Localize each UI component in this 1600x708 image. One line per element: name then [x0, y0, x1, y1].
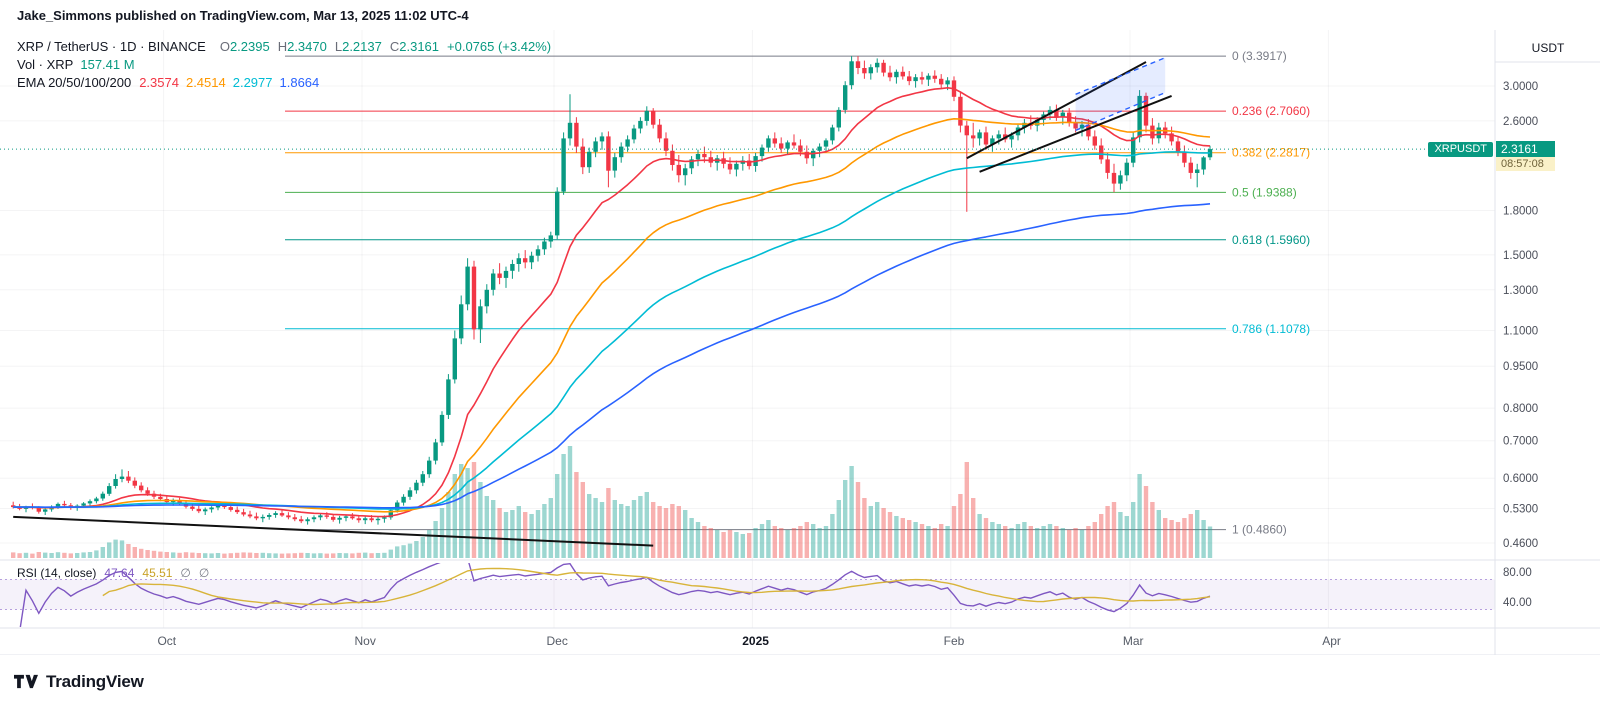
descending-trendline[interactable] — [13, 515, 654, 547]
volume-series[interactable] — [11, 446, 1213, 558]
price-tick: 0.4600 — [1503, 538, 1538, 550]
open-value: 2.2395 — [229, 39, 270, 54]
high-value: 2.3470 — [287, 39, 327, 54]
close-value: 2.3161 — [399, 39, 440, 54]
ema20-value: 2.3574 — [139, 75, 179, 90]
footer: TradingView — [0, 655, 1600, 708]
price-tick: 0.8000 — [1503, 403, 1538, 415]
price-tick: 3.0000 — [1503, 81, 1538, 93]
high-label: H — [277, 39, 288, 54]
last-price-badge: 2.3161 — [1496, 141, 1555, 157]
ema100-line[interactable] — [13, 151, 1210, 510]
price-tick: 0.6000 — [1503, 473, 1538, 485]
footer-brand: TradingView — [46, 671, 144, 691]
change-value: +0.0765 (+3.42%) — [447, 39, 552, 54]
time-axis-label: 2025 — [742, 634, 769, 648]
parallel-channel-line[interactable] — [1075, 57, 1166, 95]
ema100-value: 2.2977 — [232, 75, 273, 90]
rsi-label[interactable]: RSI (14, close) — [17, 566, 97, 580]
price-tick: 1.8000 — [1503, 206, 1538, 218]
close-label: C — [389, 39, 400, 54]
symbol-title[interactable]: XRP / TetherUS · 1D · BINANCE — [17, 39, 206, 54]
time-axis-label: Feb — [944, 634, 965, 648]
ohlc-row: XRP / TetherUS · 1D · BINANCE O2.2395 H2.3… — [17, 38, 551, 56]
volume-label[interactable]: Vol · XRP — [17, 57, 74, 72]
rsi-value: 47.64 — [104, 566, 135, 580]
price-tick: 0.5300 — [1503, 504, 1538, 516]
fib-label-0.236: 0.236 (2.7060) — [1232, 104, 1310, 118]
low-value: 2.2137 — [342, 39, 382, 54]
fib-label-1: 1 (0.4860) — [1232, 523, 1287, 537]
tradingview-logo-icon — [14, 674, 38, 689]
price-tick: 0.9500 — [1503, 361, 1538, 373]
fib-label-0.5: 0.5 (1.9388) — [1232, 185, 1297, 199]
last-price-symbol-tag: XRPUSDT — [1428, 142, 1493, 157]
rising-line-lower[interactable] — [979, 94, 1172, 173]
price-tick: 1.5000 — [1503, 250, 1538, 262]
time-axis-label: Apr — [1322, 634, 1341, 648]
low-label: L — [334, 39, 343, 54]
time-axis-label: Dec — [547, 634, 568, 648]
price-tick: 1.3000 — [1503, 285, 1538, 297]
fib-label-0.618: 0.618 (1.5960) — [1232, 233, 1310, 247]
rsi-tick: 40.00 — [1503, 597, 1532, 609]
bar-countdown-badge: 08:57:08 — [1496, 157, 1555, 171]
rsi-legend: RSI (14, close) 47.64 45.51 ∅ ∅ — [17, 566, 209, 580]
time-axis[interactable]: Oct Nov Dec 2025 Feb Mar Apr — [157, 634, 1340, 648]
rsi-ma-value: 45.51 — [142, 566, 173, 580]
ema50-line[interactable] — [13, 118, 1211, 513]
time-axis-label: Oct — [157, 634, 176, 648]
price-tick: 2.6000 — [1503, 116, 1538, 128]
time-axis-label: Nov — [355, 634, 376, 648]
publish-text: Jake_Simmons published on TradingView.co… — [17, 8, 469, 23]
ema200-value: 1.8664 — [279, 75, 320, 90]
ema-row: EMA 20/50/100/200 2.3574 2.4514 2.2977 1.866… — [17, 74, 551, 92]
price-axis-currency[interactable]: USDT — [1531, 41, 1565, 55]
price-tick: 1.1000 — [1503, 326, 1538, 338]
open-label: O — [219, 39, 230, 54]
parallel-channel-line[interactable] — [1075, 91, 1166, 132]
time-axis-label: Mar — [1123, 634, 1144, 648]
rsi-empty-1: ∅ — [180, 566, 191, 580]
rising-line-upper[interactable] — [966, 61, 1147, 160]
rsi-band — [0, 579, 1495, 610]
fib-label-0: 0 (3.3917) — [1232, 49, 1287, 63]
candlestick-series[interactable] — [11, 56, 1213, 525]
rsi-empty-2: ∅ — [198, 566, 210, 580]
ema-label[interactable]: EMA 20/50/100/200 — [17, 75, 132, 90]
ema50-value: 2.4514 — [185, 75, 226, 90]
price-axis[interactable]: 3.0000 2.6000 1.8000 1.5000 1.3000 1.1000 0.95… — [1503, 81, 1538, 609]
publish-header: Jake_Simmons published on TradingView.co… — [0, 0, 1600, 30]
fib-label-0.382: 0.382 (2.2817) — [1232, 146, 1310, 160]
chart-legend: XRP / TetherUS · 1D · BINANCE O2.2395 H2.3… — [17, 38, 551, 92]
volume-row: Vol · XRP 157.41 M — [17, 56, 551, 74]
price-tick: 0.7000 — [1503, 436, 1538, 448]
parallel-channel-fill[interactable] — [1075, 57, 1166, 131]
fib-label-0.786: 0.786 (1.1078) — [1232, 322, 1310, 336]
volume-value: 157.41 M — [80, 57, 135, 72]
rsi-ma-line[interactable] — [102, 567, 1211, 606]
fib-retracement[interactable]: 0 (3.3917) 0.236 (2.7060) 0.382 (2.2817) 0.… — [285, 49, 1310, 537]
rsi-line[interactable] — [19, 558, 1211, 632]
rsi-tick: 80.00 — [1503, 567, 1532, 579]
ema200-line[interactable] — [13, 203, 1211, 509]
